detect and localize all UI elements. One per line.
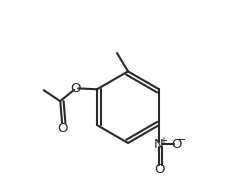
Text: N: N (154, 138, 164, 151)
Text: −: − (176, 135, 186, 145)
Text: O: O (71, 82, 81, 95)
Text: O: O (154, 163, 164, 176)
Text: O: O (172, 138, 182, 151)
Text: O: O (57, 122, 67, 135)
Text: +: + (159, 136, 167, 146)
